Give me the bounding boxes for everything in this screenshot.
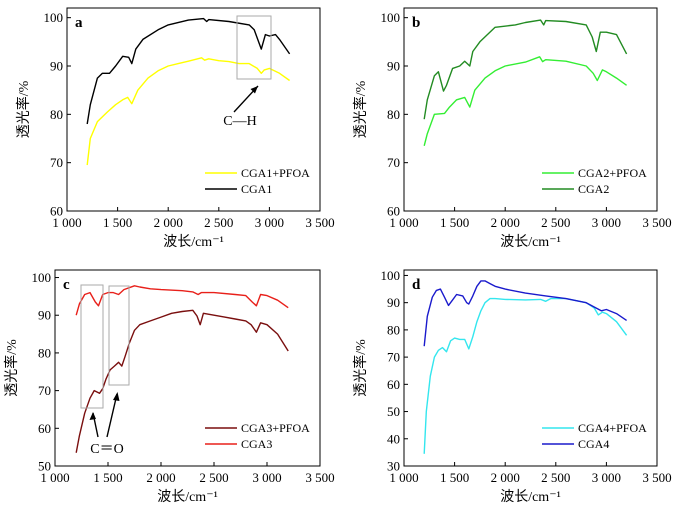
plot-frame xyxy=(403,7,658,212)
series-line-cga2 xyxy=(423,19,628,120)
arrow-head xyxy=(250,86,258,94)
y-tick-label: 50 xyxy=(387,404,400,419)
annotation-arrow xyxy=(106,393,118,438)
y-axis-title: 透光率/% xyxy=(352,339,369,397)
y-tick-label: 90 xyxy=(387,295,400,310)
x-tick-label: 2 000 xyxy=(491,470,520,485)
series-line-cga1-pfoa xyxy=(86,57,291,166)
legend-label: CGA3+PFOA xyxy=(241,421,310,435)
y-tick-label: 90 xyxy=(387,59,400,74)
arrow-head xyxy=(89,412,96,420)
y-tick-label: 80 xyxy=(38,345,51,360)
x-tick-label: 2 500 xyxy=(204,215,233,230)
x-tick-label: 3 500 xyxy=(305,215,334,230)
x-tick-label: 3 500 xyxy=(642,470,671,485)
panel-d: 1 000 1 500 2 000 2 500 3 000 3 500 30 40 50 60 70… xyxy=(352,268,672,505)
annotation-label: C—H xyxy=(223,114,256,129)
y-tick-label: 70 xyxy=(38,383,51,398)
legend-label: CGA3 xyxy=(241,437,272,451)
legend-label: CGA1+PFOA xyxy=(241,166,310,180)
x-axis-title: 波长/cm⁻¹ xyxy=(163,234,224,250)
y-tick-label: 100 xyxy=(381,268,401,283)
panel-c: 1 000 1 500 2 000 2 500 3 000 3 500 50 60 70 80 90… xyxy=(3,269,335,505)
x-tick-label: 2 000 xyxy=(146,470,175,485)
x-tick-label: 1 500 xyxy=(103,215,132,230)
x-tick-label: 2 500 xyxy=(199,470,228,485)
legend-label: CGA2 xyxy=(578,182,609,196)
x-tick-label: 2 000 xyxy=(491,215,520,230)
x-tick-label: 3 500 xyxy=(642,215,671,230)
y-tick-label: 40 xyxy=(387,431,400,446)
y-tick-label: 60 xyxy=(387,377,400,392)
x-tick-label: 3 000 xyxy=(255,215,284,230)
panel-a: 1 000 1 500 2 000 2 500 3 000 3 500 60 70 80 90 10… xyxy=(15,7,335,250)
y-axis-title: 透光率/% xyxy=(15,80,32,138)
x-tick-label: 3 000 xyxy=(592,470,621,485)
annotation-box xyxy=(80,284,104,409)
x-tick-label: 1 500 xyxy=(440,470,469,485)
y-tick-label: 60 xyxy=(50,204,63,219)
x-tick-label: 1 000 xyxy=(40,470,69,485)
y-tick-label: 70 xyxy=(50,155,63,170)
series-line-cga2-pfoa xyxy=(423,56,628,146)
x-tick-label: 1 000 xyxy=(52,215,81,230)
x-tick-label: 3 500 xyxy=(305,470,334,485)
x-tick-label: 2 500 xyxy=(541,470,570,485)
series-line-cga1 xyxy=(86,17,291,125)
y-axis-title: 透光率/% xyxy=(352,80,369,138)
y-tick-label: 100 xyxy=(44,10,64,25)
plot-frame xyxy=(54,269,321,467)
panel-letter: b xyxy=(412,15,420,31)
x-axis-title: 波长/cm⁻¹ xyxy=(157,489,218,505)
x-tick-label: 1 000 xyxy=(389,470,418,485)
legend-label: CGA1 xyxy=(241,182,272,196)
x-tick-label: 1 500 xyxy=(440,215,469,230)
x-axis-title: 波长/cm⁻¹ xyxy=(500,489,561,505)
y-tick-label: 90 xyxy=(38,308,51,323)
y-tick-label: 30 xyxy=(387,459,400,474)
panel-letter: c xyxy=(63,277,70,293)
x-tick-label: 1 000 xyxy=(389,215,418,230)
series-line-cga3 xyxy=(75,285,289,316)
y-tick-label: 90 xyxy=(50,59,63,74)
x-axis-title: 波长/cm⁻¹ xyxy=(500,234,561,250)
x-tick-label: 3 000 xyxy=(252,470,281,485)
y-axis-title: 透光率/% xyxy=(3,339,20,397)
annotation-box xyxy=(108,285,130,386)
panel-letter: d xyxy=(412,277,421,293)
y-tick-label: 100 xyxy=(32,270,52,285)
series-line-cga3-pfoa xyxy=(75,309,289,453)
series-line-cga4-pfoa xyxy=(423,297,628,454)
panel-b: 1 000 1 500 2 000 2 500 3 000 3 500 60 70 80 90 10… xyxy=(352,7,672,250)
annotation-box xyxy=(236,15,272,80)
y-tick-label: 80 xyxy=(387,322,400,337)
series-line-cga4 xyxy=(423,280,627,347)
plot-frame xyxy=(66,7,321,212)
legend-label: CGA2+PFOA xyxy=(578,166,647,180)
panel-letter: a xyxy=(75,15,83,31)
y-tick-label: 60 xyxy=(387,204,400,219)
y-tick-label: 50 xyxy=(38,459,51,474)
x-tick-label: 3 000 xyxy=(592,215,621,230)
x-tick-label: 2 000 xyxy=(154,215,183,230)
x-tick-label: 1 500 xyxy=(93,470,122,485)
y-tick-label: 100 xyxy=(381,10,401,25)
x-tick-label: 2 500 xyxy=(541,215,570,230)
legend-label: CGA4 xyxy=(578,437,609,451)
y-tick-label: 80 xyxy=(387,107,400,122)
y-tick-label: 80 xyxy=(50,107,63,122)
y-tick-label: 70 xyxy=(387,155,400,170)
y-tick-label: 70 xyxy=(387,350,400,365)
annotation-label: C＝O xyxy=(90,442,123,457)
arrow-head xyxy=(113,392,120,401)
y-tick-label: 60 xyxy=(38,421,51,436)
plot-frame xyxy=(403,269,658,467)
legend-label: CGA4+PFOA xyxy=(578,421,647,435)
